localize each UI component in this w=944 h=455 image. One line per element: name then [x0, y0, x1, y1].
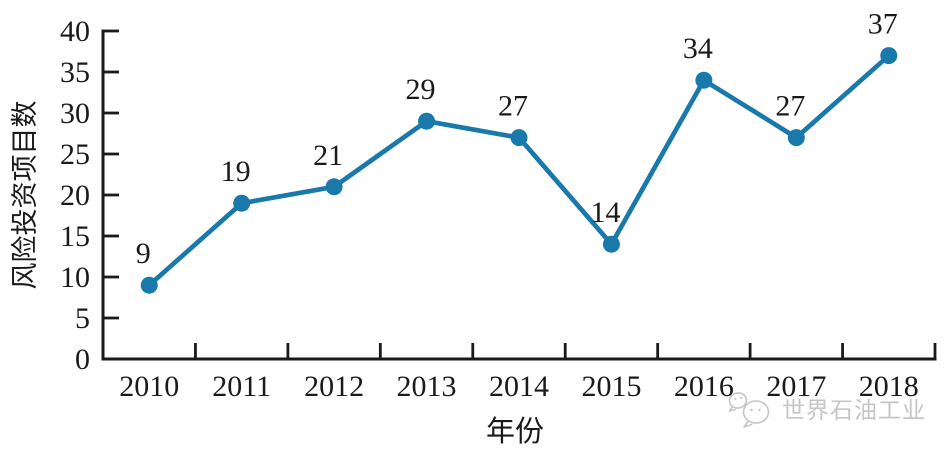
y-tick-label: 0	[75, 343, 90, 376]
x-tick-label: 2017	[766, 370, 826, 403]
y-tick-label: 5	[75, 302, 90, 335]
data-point-marker	[787, 129, 805, 147]
data-point-marker	[880, 47, 898, 65]
y-tick-label: 15	[60, 220, 90, 253]
data-point-label: 34	[683, 32, 713, 65]
x-tick-label: 2013	[397, 370, 457, 403]
y-tick-label: 25	[60, 138, 90, 171]
x-tick-label: 2011	[212, 370, 271, 403]
data-point-marker	[418, 112, 436, 130]
x-tick-label: 2010	[119, 370, 179, 403]
x-tick-label: 2018	[859, 370, 919, 403]
data-point-label: 14	[590, 196, 620, 229]
data-point-label: 27	[775, 90, 805, 123]
y-tick-label: 30	[60, 97, 90, 130]
x-tick-label: 2015	[581, 370, 641, 403]
data-point-label: 9	[136, 237, 151, 270]
data-point-marker	[602, 235, 620, 253]
data-point-marker	[325, 178, 343, 196]
data-point-label: 29	[406, 73, 436, 106]
data-point-marker	[510, 129, 528, 147]
wechat-icon	[728, 392, 770, 428]
data-point-label: 37	[868, 8, 898, 41]
data-point-label: 21	[313, 139, 343, 172]
x-tick-label: 2014	[489, 370, 549, 403]
y-tick-label: 10	[60, 261, 90, 294]
y-axis-title: 风险投资项目数	[10, 101, 40, 290]
y-tick-label: 40	[60, 15, 90, 48]
data-point-marker	[695, 71, 713, 89]
data-point-label: 27	[498, 90, 528, 123]
data-point-label: 19	[221, 155, 251, 188]
y-tick-label: 20	[60, 179, 90, 212]
watermark-text: 世界石油工业	[782, 397, 926, 423]
x-tick-label: 2012	[304, 370, 364, 403]
watermark: 世界石油工业	[726, 388, 926, 432]
x-axis-title: 年份	[486, 415, 544, 448]
data-point-marker	[233, 194, 251, 212]
data-point-marker	[140, 276, 158, 294]
x-tick-label: 2016	[674, 370, 734, 403]
y-tick-label: 35	[60, 56, 90, 89]
